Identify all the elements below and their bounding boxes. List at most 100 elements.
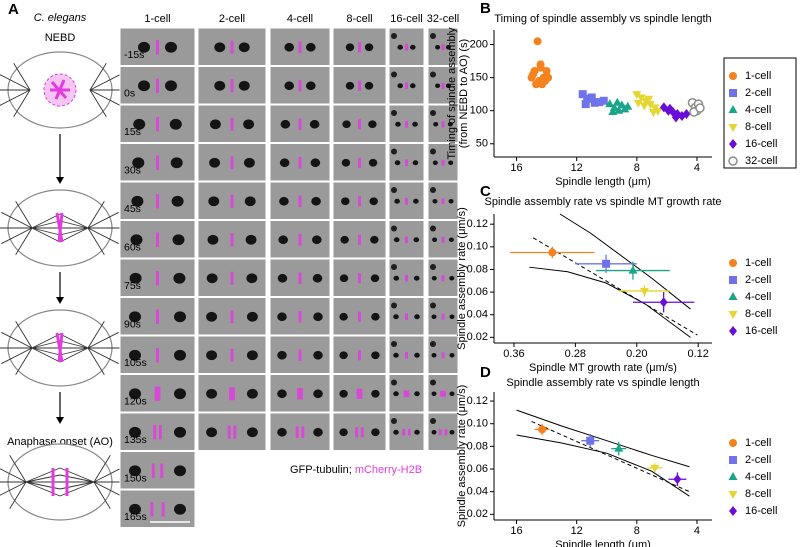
spindle-pole — [313, 389, 323, 399]
legend-marker — [728, 124, 738, 132]
chromatin — [358, 196, 361, 207]
astral-mt — [15, 201, 33, 229]
legend-label: 32-cell — [745, 155, 777, 167]
legend-label: 8-cell — [745, 121, 771, 133]
legend-marker — [729, 326, 737, 336]
astral-mt — [1, 347, 33, 365]
chromatin — [298, 349, 302, 362]
chromatin — [156, 232, 159, 247]
chromatin — [154, 386, 158, 401]
x-tick-label: 16 — [510, 162, 522, 174]
point — [632, 91, 642, 100]
legend-label: 4-cell — [745, 471, 771, 483]
spindle-mt — [59, 333, 89, 349]
legend-marker — [728, 472, 738, 480]
chromatin — [440, 390, 444, 397]
spindle-pole — [393, 429, 399, 435]
spindle-pole — [345, 81, 355, 90]
spindle-pole — [129, 503, 141, 515]
spindle-pole — [131, 195, 144, 207]
chromatin — [441, 159, 445, 166]
stage-label: Anaphase onset (AO) — [7, 436, 113, 448]
spindle-pole — [133, 118, 146, 130]
neighbor — [391, 418, 397, 424]
spindle-pole — [447, 122, 453, 127]
chromatin — [297, 387, 301, 400]
panel-letter: D — [480, 364, 491, 381]
chromatin — [156, 309, 159, 324]
point — [673, 474, 682, 485]
y-tick-label: 0.02 — [467, 508, 488, 520]
spindle-pole — [280, 119, 291, 129]
spindle-pole — [393, 275, 400, 281]
chromatin — [405, 236, 408, 244]
astral-mt — [13, 63, 31, 91]
chromatin — [358, 119, 361, 130]
spindle-pole — [393, 352, 399, 358]
spindle-pole — [412, 121, 418, 127]
spindle-mt — [59, 347, 89, 363]
spindle-pole — [132, 157, 145, 169]
spindle-pole — [238, 42, 250, 53]
spindle-pole — [448, 199, 454, 204]
spindle-pole — [138, 80, 150, 92]
legend-marker — [729, 139, 737, 149]
astral-mt — [15, 347, 33, 375]
spindle-pole — [277, 312, 287, 322]
spindle-pole — [431, 353, 437, 358]
chromatin — [295, 426, 299, 439]
spindle-pole — [244, 196, 256, 207]
legend-marker — [729, 89, 737, 97]
legend-marker — [729, 456, 737, 464]
neighbor — [391, 33, 397, 39]
astral-mt — [15, 321, 33, 349]
spindle-pole — [431, 430, 437, 435]
column-label: 4-cell — [287, 13, 313, 25]
point — [636, 94, 646, 103]
chromatin — [230, 271, 234, 285]
spindle-pole — [394, 160, 401, 166]
panel-letter: B — [480, 0, 491, 17]
chromatin — [298, 310, 302, 323]
astral-mt — [1, 227, 33, 245]
y-tick-label: 150 — [470, 72, 488, 84]
spindle-pole — [206, 427, 218, 438]
neighbor — [430, 418, 436, 424]
chromatin — [229, 387, 233, 401]
channel: mCherry-H2B — [355, 464, 422, 476]
spindle-pole — [339, 389, 348, 398]
legend-marker — [728, 311, 738, 319]
neighbor — [391, 71, 397, 78]
astral-mt — [15, 227, 33, 255]
chromatin — [441, 44, 445, 51]
spindle-pole — [341, 158, 351, 167]
chromatin — [406, 390, 410, 398]
legend-label: 8-cell — [745, 488, 771, 500]
time-label: 75s — [124, 280, 141, 292]
legend-label: 16-cell — [745, 505, 777, 517]
spindle-pole — [414, 314, 420, 320]
y-tick-label: 50 — [476, 138, 488, 150]
spindle-pole — [277, 389, 287, 399]
spindle-pole — [413, 275, 420, 281]
chromatin — [405, 197, 408, 205]
spindle-pole — [277, 350, 287, 360]
legend-marker — [729, 276, 737, 284]
neighbor — [391, 148, 397, 155]
chart-title: Spindle assembly rate vs spindle MT grow… — [484, 196, 721, 208]
spindle-pole — [345, 43, 355, 52]
spindle-mt — [31, 347, 61, 363]
spindle-pole — [313, 312, 323, 322]
confidence-band — [516, 434, 690, 497]
astral-mt — [9, 481, 27, 509]
spindle-pole — [370, 274, 380, 283]
spindle-pole — [413, 198, 419, 204]
point — [548, 248, 557, 257]
point — [633, 99, 643, 108]
chromatin — [405, 43, 408, 51]
channel: GFP-tubulin; — [290, 464, 355, 476]
column-label: 2-cell — [219, 13, 245, 25]
neighbor — [430, 148, 436, 155]
astral-mt — [1, 211, 33, 229]
